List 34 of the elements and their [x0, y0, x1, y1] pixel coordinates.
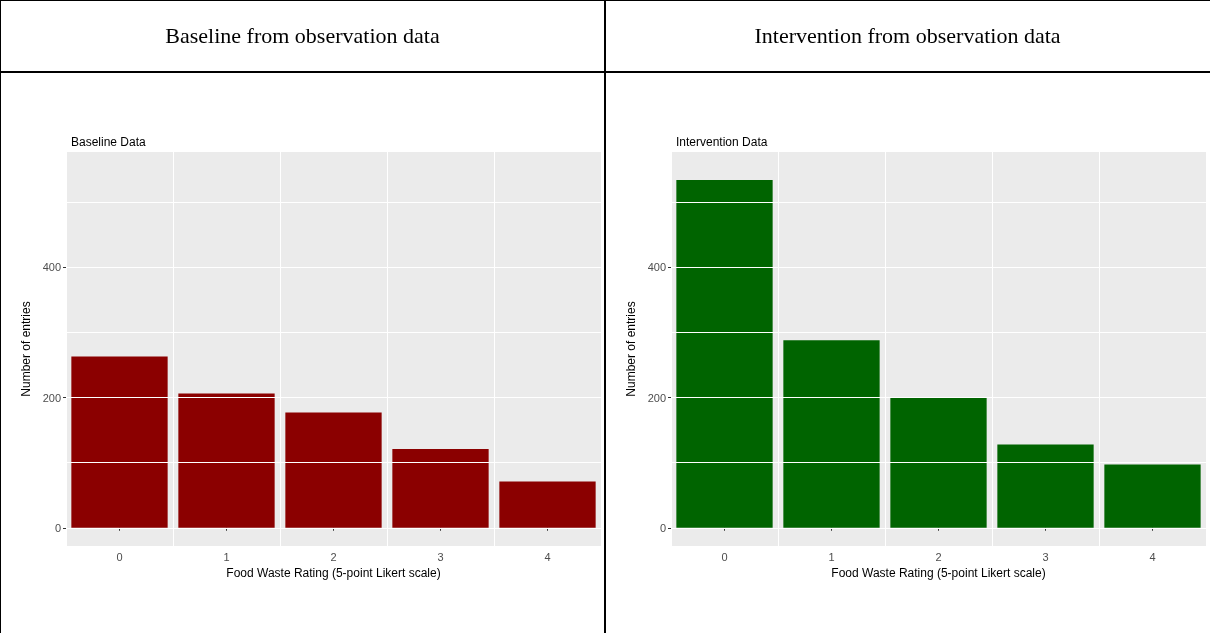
chart-subtitle: Baseline Data: [71, 135, 147, 149]
bar: [285, 412, 382, 528]
bar: [783, 340, 880, 528]
chart-subtitle: Intervention Data: [676, 135, 768, 149]
bar: [392, 448, 489, 528]
y-tick-label: 400: [647, 261, 666, 274]
x-tick-label: 0: [721, 550, 728, 563]
x-tick-label: 4: [544, 550, 551, 563]
bar: [890, 397, 987, 528]
y-axis-title: Number of entries: [18, 301, 33, 397]
y-tick-label: 200: [42, 391, 61, 404]
x-tick-label: 2: [935, 550, 942, 563]
bar: [997, 444, 1094, 528]
x-tick-label: 4: [1149, 550, 1156, 563]
x-tick-label: 3: [1042, 550, 1049, 563]
bar: [1104, 464, 1201, 528]
bar: [178, 393, 275, 528]
x-axis-title: Food Waste Rating (5-point Likert scale): [831, 565, 1046, 580]
y-axis-title: Number of entries: [623, 301, 638, 397]
bar: [71, 356, 168, 528]
y-tick-label: 400: [42, 261, 61, 274]
x-tick-label: 1: [828, 550, 835, 563]
x-axis-title: Food Waste Rating (5-point Likert scale): [226, 565, 441, 580]
y-tick-label: 0: [659, 521, 666, 534]
x-tick-label: 0: [116, 550, 123, 563]
y-tick-label: 0: [54, 521, 61, 534]
y-tick-label: 200: [647, 391, 666, 404]
bar: [676, 180, 773, 528]
chart-title: Baseline from observation data: [0, 0, 605, 73]
x-tick-label: 1: [223, 550, 230, 563]
x-tick-label: 3: [437, 550, 444, 563]
bar: [499, 481, 596, 528]
chart-title: Intervention from observation data: [605, 0, 1210, 73]
x-tick-label: 2: [330, 550, 337, 563]
